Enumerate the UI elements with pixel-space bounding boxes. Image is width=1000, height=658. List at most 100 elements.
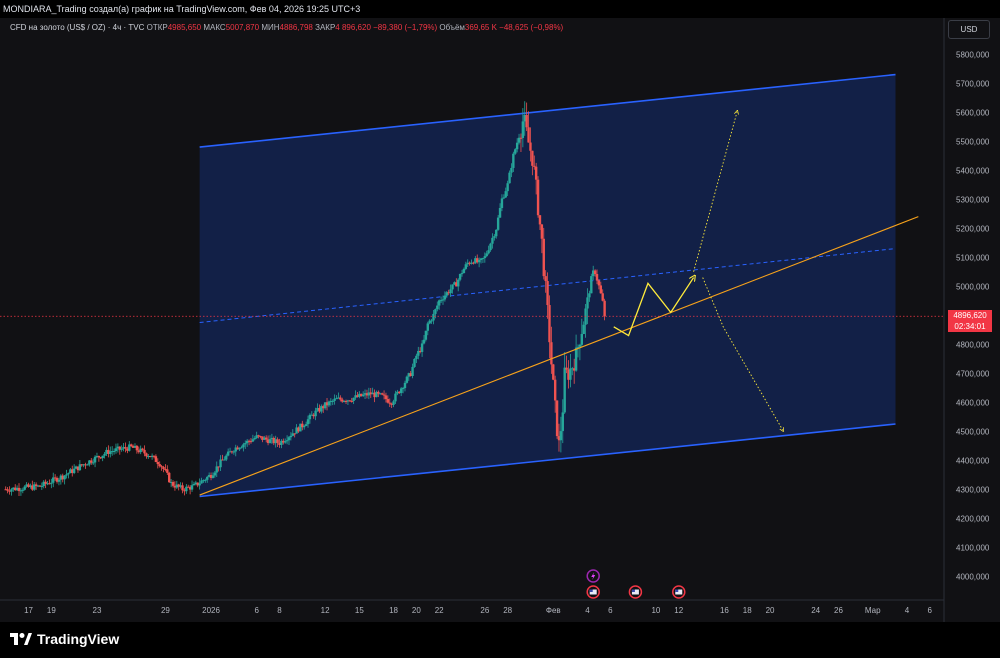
candle-body: [434, 309, 437, 314]
us-flag-icon[interactable]: [586, 585, 600, 599]
currency-button[interactable]: USD: [948, 20, 990, 39]
candle-body: [183, 490, 186, 492]
legend-low: 4886,798: [279, 23, 313, 32]
projection-up-arrow[interactable]: [693, 112, 737, 272]
candle-body: [253, 438, 256, 440]
channel-upper-line[interactable]: [199, 73, 896, 148]
x-tick-label: 4: [585, 606, 590, 615]
candle-body: [455, 282, 458, 287]
chart-title: MONDIARA_Trading создал(а) график на Tra…: [0, 0, 1000, 18]
candle-body: [367, 392, 371, 396]
candle-body: [519, 137, 523, 139]
us-flag-icon[interactable]: [672, 585, 686, 599]
candle-body: [369, 392, 372, 395]
candle-body: [93, 456, 97, 463]
candle-body: [481, 258, 485, 260]
channel-midline[interactable]: [199, 248, 896, 323]
candle-body: [158, 464, 161, 467]
candle-body: [282, 440, 285, 443]
candle-body: [493, 236, 496, 238]
x-tick-label: 6: [608, 606, 613, 615]
candle-body: [485, 253, 488, 257]
y-tick-label: 5600,000: [956, 108, 990, 117]
candle-body: [580, 333, 583, 345]
candle-body: [247, 440, 251, 442]
candle-body: [88, 460, 91, 465]
x-tick-label: 23: [93, 606, 102, 615]
candle-body: [52, 477, 55, 483]
candle-body: [331, 400, 334, 402]
y-tick-label: 5200,000: [956, 224, 990, 233]
candle-body: [164, 469, 167, 471]
legend-change: −89,380 (−1,79%): [373, 23, 438, 32]
candle-body: [118, 446, 121, 450]
candle-body: [593, 270, 597, 275]
candle-body: [504, 191, 507, 198]
candle-body: [424, 330, 428, 340]
candle-body: [489, 243, 492, 251]
candle-body: [392, 401, 395, 405]
candle-body: [141, 448, 144, 450]
candle-body: [124, 447, 127, 449]
candle-body: [215, 466, 218, 473]
candle-body: [470, 262, 473, 264]
candle-body: [139, 448, 142, 453]
price-chart[interactable]: 4000,000 4100,000 4200,000 4300,000 4400,000…: [0, 0, 1000, 622]
x-tick-label: 2026: [202, 606, 220, 615]
candle-body: [219, 459, 222, 468]
projection-zigzag[interactable]: [613, 278, 694, 337]
projection-down-arrow[interactable]: [702, 277, 783, 430]
candle-body: [536, 179, 540, 216]
legend-high-label: МАКС: [203, 23, 226, 32]
candle-body: [90, 460, 93, 463]
candle-body: [426, 323, 429, 331]
candle-body: [297, 427, 300, 432]
candle-body: [599, 285, 603, 294]
candle-body: [514, 149, 517, 154]
x-tick-label: 12: [321, 606, 330, 615]
candle-body: [86, 464, 89, 466]
y-tick-label: 5500,000: [956, 137, 990, 146]
candle-body: [257, 435, 260, 437]
flag-glyph: [631, 589, 639, 595]
candle-body: [181, 485, 184, 491]
candle-body: [6, 489, 9, 491]
x-tick-label: 22: [435, 606, 444, 615]
candle-body: [259, 436, 262, 438]
candle-body: [109, 451, 112, 454]
candle-body: [344, 400, 348, 402]
candle-body: [569, 368, 572, 380]
candle-body: [135, 445, 139, 451]
flag-canton: [675, 589, 679, 592]
candle-body: [251, 439, 255, 442]
tradingview-logo[interactable]: TradingView: [10, 631, 119, 647]
legend-symbol[interactable]: CFD на золото (US$ / OZ) · 4ч · TVC: [10, 23, 145, 32]
x-tick-label: Фев: [546, 606, 561, 615]
candle-body: [574, 347, 578, 371]
candle-body: [417, 350, 420, 356]
trendline[interactable]: [199, 216, 919, 496]
x-tick-label: 18: [389, 606, 398, 615]
candle-body: [572, 368, 576, 371]
candle-body: [31, 485, 34, 490]
flash-icon[interactable]: [586, 569, 600, 583]
candle-body: [236, 447, 239, 450]
candle-body: [194, 482, 198, 485]
us-flag-icon[interactable]: [628, 585, 643, 599]
y-tick-label: 4700,000: [956, 369, 990, 378]
footer: TradingView: [0, 622, 1000, 658]
candle-body: [12, 487, 15, 490]
candle-body: [386, 399, 390, 403]
candle-body: [373, 392, 376, 398]
candle-body: [356, 395, 359, 397]
flash-glyph: [591, 572, 596, 580]
candle-body: [363, 393, 367, 395]
candle-body: [586, 297, 589, 309]
candle-body: [407, 373, 410, 377]
candle-body: [436, 305, 439, 310]
candle-body: [82, 464, 85, 466]
candle-body: [527, 127, 530, 143]
x-tick-label: 17: [24, 606, 33, 615]
channel-lower-line[interactable]: [199, 423, 896, 498]
candle-body: [567, 369, 570, 380]
